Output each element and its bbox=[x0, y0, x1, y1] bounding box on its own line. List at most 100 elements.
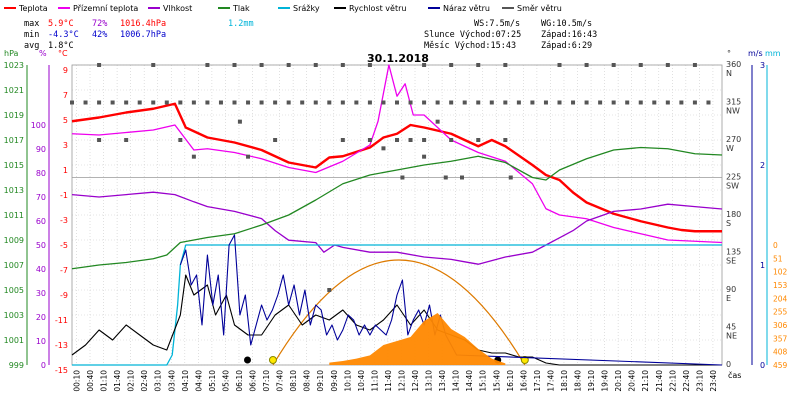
time-tick-label: 02:40 bbox=[140, 370, 149, 392]
time-tick-label: 18:10 bbox=[560, 370, 569, 392]
dir-compass-label: NE bbox=[726, 332, 737, 341]
axis-unit-dir: ° bbox=[727, 49, 731, 58]
hpa-tick-label: 1017 bbox=[4, 136, 24, 145]
wind-direction-point bbox=[327, 100, 332, 105]
pct-tick-label: 100 bbox=[31, 121, 46, 130]
stats-ws: WS:7.5m/s bbox=[474, 19, 520, 29]
time-tick-label: 10:40 bbox=[357, 370, 366, 392]
stats-max-label: max bbox=[24, 19, 39, 29]
pct-tick-label: 30 bbox=[36, 289, 46, 298]
time-tick-label: 23:40 bbox=[709, 370, 718, 392]
wind-direction-point bbox=[476, 100, 481, 105]
hpa-tick-label: 1013 bbox=[4, 186, 24, 195]
pct-tick-label: 60 bbox=[36, 217, 46, 226]
wind-direction-point bbox=[476, 138, 481, 142]
legend-label: Srážky bbox=[293, 4, 320, 13]
mm-tick-label: 51 bbox=[773, 254, 783, 263]
dir-compass-label: E bbox=[726, 294, 731, 303]
wind-direction-point bbox=[692, 63, 697, 67]
plot-marks bbox=[70, 63, 723, 366]
wind-direction-point bbox=[70, 100, 74, 105]
time-tick-label: 16:10 bbox=[506, 370, 515, 392]
wind-direction-point bbox=[665, 100, 670, 105]
stats-max-temp: 5.9°C bbox=[48, 19, 74, 29]
wind-direction-point bbox=[435, 100, 440, 105]
deg-tick-label: -3 bbox=[60, 216, 68, 225]
hpa-tick-label: 1001 bbox=[4, 336, 24, 345]
dir-tick-label: 360 bbox=[726, 60, 741, 69]
time-tick-label: 02:10 bbox=[127, 370, 136, 392]
stats-avg-temp: 1.8°C bbox=[48, 41, 74, 51]
time-tick-label: 01:10 bbox=[100, 370, 109, 392]
wind-direction-point bbox=[692, 100, 697, 105]
wind-direction-point bbox=[218, 100, 223, 105]
hpa-tick-label: 1019 bbox=[4, 111, 24, 120]
wind-direction-point bbox=[178, 138, 183, 142]
deg-tick-label: 1 bbox=[63, 166, 68, 175]
wind-direction-point bbox=[110, 100, 115, 105]
dir-tick-label: 0 bbox=[726, 360, 731, 369]
wind-direction-point bbox=[97, 100, 102, 105]
time-tick-label: 17:40 bbox=[546, 370, 555, 392]
time-tick-label: 07:10 bbox=[262, 370, 271, 392]
wind-direction-point bbox=[83, 100, 88, 105]
srazky-line bbox=[72, 244, 722, 366]
wind-direction-point bbox=[422, 63, 427, 67]
wind-direction-point bbox=[246, 154, 251, 159]
wind-direction-point bbox=[489, 100, 494, 105]
stats-min-press: 1006.7hPa bbox=[120, 30, 166, 40]
wind-direction-point bbox=[232, 63, 237, 67]
deg-tick-label: -11 bbox=[55, 316, 68, 325]
time-tick-label: 12:40 bbox=[411, 370, 420, 392]
wind-direction-point bbox=[508, 175, 513, 180]
pct-tick-label: 70 bbox=[36, 193, 46, 202]
wind-direction-point bbox=[205, 63, 210, 67]
wind-direction-point bbox=[313, 63, 318, 67]
hpa-tick-label: 1011 bbox=[4, 211, 24, 220]
wind-direction-point bbox=[422, 100, 427, 105]
stats-moon: Měsíc Východ:15:43 bbox=[424, 41, 516, 51]
hpa-tick-label: 1005 bbox=[4, 286, 24, 295]
time-tick-label: 21:40 bbox=[655, 370, 664, 392]
stats-moon-set: Západ:6:29 bbox=[541, 41, 592, 51]
deg-tick-label: -5 bbox=[60, 241, 68, 250]
tlak-line bbox=[71, 146, 723, 270]
time-tick-label: 05:10 bbox=[208, 370, 217, 392]
time-tick-label: 20:40 bbox=[628, 370, 637, 392]
wind-direction-point bbox=[638, 63, 643, 67]
time-tick-label: 01:40 bbox=[113, 370, 122, 392]
dir-compass-label: NW bbox=[726, 107, 740, 116]
time-tick-label: 03:40 bbox=[167, 370, 176, 392]
time-tick-label: 09:40 bbox=[330, 370, 339, 392]
wind-direction-point bbox=[232, 100, 237, 105]
wind-direction-point bbox=[638, 100, 643, 105]
ms-tick-label: 0 bbox=[760, 361, 765, 370]
wind-direction-point bbox=[151, 63, 156, 67]
hpa-tick-label: 1021 bbox=[4, 86, 24, 95]
time-tick-label: 05:40 bbox=[221, 370, 230, 392]
stats-avg-label: avg bbox=[24, 41, 39, 51]
wind-direction-point bbox=[340, 138, 345, 142]
deg-tick-label: -9 bbox=[60, 291, 68, 300]
time-tick-label: 10:10 bbox=[343, 370, 352, 392]
time-tick-label: 03:10 bbox=[154, 370, 163, 392]
wind-direction-point bbox=[679, 100, 684, 105]
time-tick-label: 15:10 bbox=[479, 370, 488, 392]
wind-direction-point bbox=[124, 138, 129, 142]
time-tick-label: 17:10 bbox=[533, 370, 542, 392]
wind-direction-point bbox=[367, 63, 372, 67]
time-tick-label: 19:10 bbox=[587, 370, 596, 392]
deg-tick-label: -1 bbox=[60, 191, 68, 200]
vlhkost-line bbox=[71, 191, 723, 265]
wind-direction-point bbox=[422, 154, 427, 159]
legend-label: Přízemní teplota bbox=[73, 4, 138, 13]
time-tick-label: 08:10 bbox=[289, 370, 298, 392]
time-tick-label: 20:10 bbox=[614, 370, 623, 392]
time-tick-label: 00:40 bbox=[86, 370, 95, 392]
pct-tick-label: 80 bbox=[36, 169, 46, 178]
dir-tick-label: 315 bbox=[726, 98, 741, 107]
time-tick-label: 04:40 bbox=[194, 370, 203, 392]
naraz-vetru-line bbox=[179, 234, 723, 366]
deg-tick-label: 3 bbox=[63, 141, 68, 150]
